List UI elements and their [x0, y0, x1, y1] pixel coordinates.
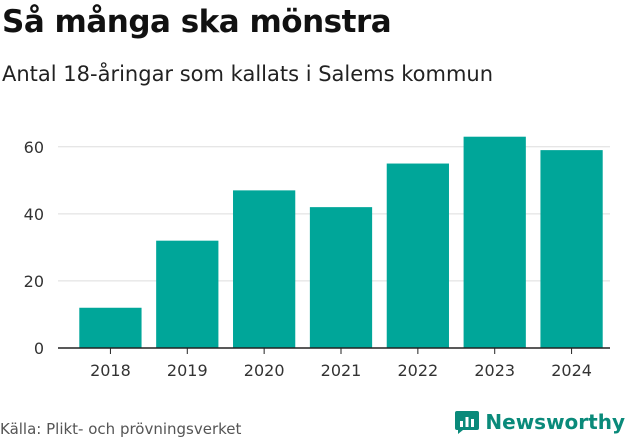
x-tick-label: 2018: [90, 361, 131, 380]
bar: [309, 207, 373, 348]
bar: [540, 150, 603, 348]
y-tick-label: 20: [24, 272, 44, 291]
chart-title: Så många ska mönstra: [2, 4, 392, 40]
bar: [156, 240, 219, 348]
brand-logo: Newsworthy: [454, 409, 625, 435]
x-tick-label: 2022: [397, 361, 438, 380]
y-tick-label: 60: [24, 138, 44, 157]
x-tick-label: 2019: [167, 361, 208, 380]
bar: [463, 136, 526, 348]
chart-subtitle: Antal 18-åringar som kallats i Salems ko…: [2, 62, 494, 86]
x-tick-label: 2020: [244, 361, 285, 380]
source-note: Källa: Plikt- och prövningsverket: [0, 420, 242, 438]
x-tick-label: 2023: [474, 361, 515, 380]
y-tick-label: 0: [34, 339, 44, 358]
x-tick-label: 2024: [551, 361, 592, 380]
bar: [233, 190, 296, 348]
bar: [79, 307, 142, 348]
bar: [386, 163, 449, 348]
y-tick-label: 40: [24, 205, 44, 224]
x-tick-label: 2021: [321, 361, 362, 380]
bar-chart: 0 20 40 60 2018 2019 2020 2021 2022 2023 2024: [24, 136, 610, 380]
newsworthy-logo-icon: [455, 411, 480, 434]
brand-name: Newsworthy: [485, 410, 625, 434]
